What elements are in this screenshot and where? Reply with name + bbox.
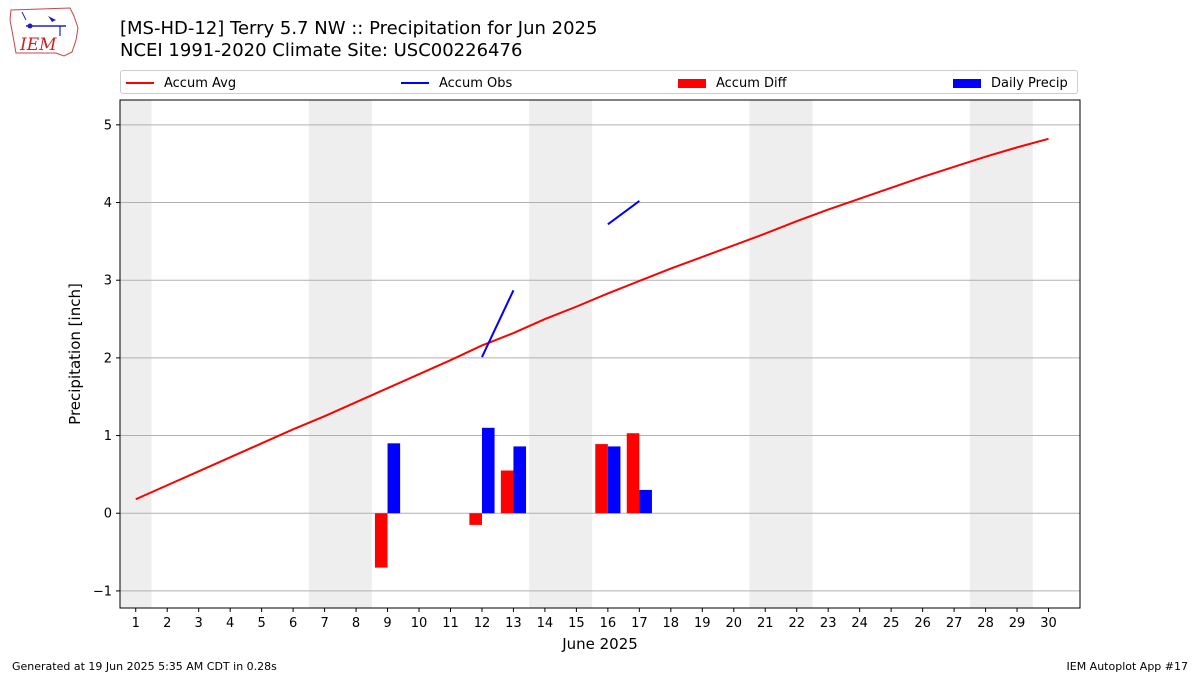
x-tick-label-21: 21 (757, 616, 774, 631)
x-axis-ticks: 1 2 3 4 5 6 7 8 9 10 11 12 13 14 15 16 17 18 19 20 21 22 23 24 2… (132, 608, 1057, 631)
x-tick-label-5: 5 (257, 616, 265, 631)
x-tick-label-12: 12 (474, 616, 491, 631)
legend-label: Accum Diff (716, 75, 787, 91)
accum-avg-line (135, 137, 1049, 501)
x-tick-label-15: 15 (568, 616, 585, 631)
y-tick-label-1: 1 (104, 429, 112, 444)
daily-precip-bar-9 (387, 443, 401, 514)
x-tick-label-19: 19 (694, 616, 711, 631)
x-tick-label-10: 10 (411, 616, 428, 631)
footer-generated: Generated at 19 Jun 2025 5:35 AM CDT in … (12, 660, 277, 673)
accum-obs-line-0 (481, 289, 515, 358)
weekend-band-2 (529, 100, 593, 608)
legend-item-accum-diff: Accum Diff (678, 74, 787, 92)
legend-label: Accum Avg (164, 75, 237, 91)
y-tick-label-5: 5 (104, 118, 112, 133)
daily-precip-bar-13 (513, 446, 527, 514)
x-tick-label-3: 3 (195, 616, 203, 631)
legend-item-accum-obs: Accum Obs (401, 74, 512, 92)
x-tick-label-1: 1 (132, 616, 140, 631)
x-tick-label-7: 7 (320, 616, 328, 631)
legend-label: Accum Obs (439, 75, 513, 91)
x-tick-label-22: 22 (788, 616, 805, 631)
x-tick-label-30: 30 (1040, 616, 1057, 631)
logo-text: IEM (19, 35, 57, 55)
x-tick-label-18: 18 (663, 616, 680, 631)
x-tick-label-2: 2 (163, 616, 171, 631)
accum-diff-bar-17 (626, 433, 640, 514)
weekend-band-1 (308, 100, 372, 608)
x-tick-label-20: 20 (725, 616, 742, 631)
legend-swatch (126, 82, 154, 84)
x-tick-label-6: 6 (289, 616, 297, 631)
daily-precip-bar-16 (607, 446, 621, 514)
y-tick-label-3: 3 (104, 274, 112, 289)
legend-item-accum-avg: Accum Avg (126, 74, 236, 92)
accum-diff-bar-12 (469, 513, 482, 525)
x-tick-label-28: 28 (977, 616, 994, 631)
x-axis-label: June 2025 (561, 635, 638, 653)
y-axis-ticks: −1 0 1 2 3 4 5 (93, 118, 120, 599)
y-axis-label: Precipitation [inch] (66, 283, 84, 425)
x-tick-label-8: 8 (352, 616, 360, 631)
x-tick-label-4: 4 (226, 616, 234, 631)
x-tick-label-27: 27 (946, 616, 963, 631)
weekend-band-4 (969, 100, 1033, 608)
y-tick-label-4: 4 (104, 196, 112, 211)
x-tick-label-9: 9 (383, 616, 391, 631)
daily-precip-bar-12 (481, 427, 495, 514)
x-tick-label-16: 16 (600, 616, 617, 631)
legend-label: Daily Precip (991, 75, 1068, 91)
series-lines (135, 137, 1049, 501)
accum-diff-bar-9 (374, 513, 388, 568)
x-tick-label-26: 26 (914, 616, 931, 631)
daily-precip-bar-17 (639, 489, 652, 514)
x-tick-label-11: 11 (442, 616, 459, 631)
iem-logo: IEM (8, 6, 82, 62)
legend-swatch (678, 78, 706, 88)
accum-diff-bar-13 (500, 470, 514, 514)
x-tick-label-14: 14 (537, 616, 554, 631)
weekend-band-3 (749, 100, 813, 608)
footer-app: IEM Autoplot App #17 (1066, 660, 1189, 673)
x-tick-label-17: 17 (631, 616, 648, 631)
plot-frame (119, 99, 1081, 609)
legend-item-daily-precip: Daily Precip (953, 74, 1068, 92)
chart-subtitle: NCEI 1991-2020 Climate Site: USC00226476 (120, 40, 523, 61)
legend-swatch (953, 78, 981, 88)
gridlines (120, 124, 1080, 592)
x-tick-label-29: 29 (1009, 616, 1026, 631)
accum-obs-line-1 (607, 200, 640, 226)
y-tick-label-2: 2 (104, 351, 112, 366)
weekend-band-0 (120, 100, 152, 608)
y-tick-label--1: −1 (93, 584, 112, 599)
x-tick-label-24: 24 (851, 616, 868, 631)
y-tick-label-0: 0 (104, 507, 112, 522)
legend: Accum Avg Accum Obs Accum Diff Daily Pre… (120, 70, 1078, 94)
chart-title: [MS-HD-12] Terry 5.7 NW :: Precipitation… (120, 18, 598, 39)
accum-diff-bar-16 (595, 444, 608, 514)
x-tick-label-23: 23 (820, 616, 837, 631)
x-tick-label-13: 13 (505, 616, 522, 631)
bars (374, 427, 652, 568)
legend-swatch (401, 82, 429, 84)
weekend-bands (120, 100, 1033, 608)
x-tick-label-25: 25 (883, 616, 900, 631)
